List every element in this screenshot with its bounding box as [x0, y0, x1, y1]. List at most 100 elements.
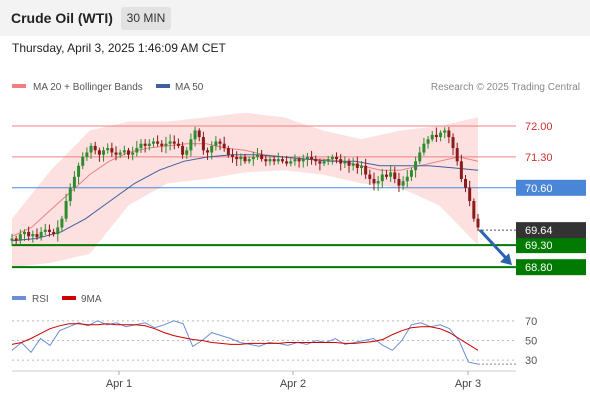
- ma50-legend-label: MA 50: [175, 82, 204, 93]
- candle-body: [97, 150, 101, 155]
- credit-text: Research © 2025 Trading Central: [431, 82, 580, 93]
- candle-body: [339, 159, 343, 164]
- candle-body: [172, 141, 176, 144]
- candle-body: [143, 143, 147, 146]
- candle-body: [197, 130, 201, 138]
- candle-body: [401, 181, 405, 186]
- candle-body: [389, 172, 393, 177]
- rsi-panel: 30 50 70: [11, 316, 537, 367]
- candle-body: [360, 165, 363, 168]
- candle-body: [409, 170, 413, 177]
- level-label-69.30: 69.30: [525, 240, 553, 252]
- candle-body: [156, 141, 160, 144]
- candle-body: [181, 145, 185, 155]
- candle-body: [35, 234, 39, 238]
- candle-body: [43, 229, 47, 232]
- x-tick-label: Apr 1: [106, 378, 132, 390]
- candle-body: [210, 145, 214, 153]
- candle-body: [235, 156, 239, 160]
- ma20-line: [11, 143, 479, 237]
- candle-body: [160, 143, 164, 146]
- candle-body: [185, 150, 189, 155]
- candle-body: [106, 148, 110, 151]
- candle-body: [139, 143, 143, 149]
- candle-body: [114, 152, 118, 155]
- last-price-badge: [516, 222, 586, 239]
- rsi-series-rsi: [11, 320, 479, 365]
- candle-body: [272, 159, 276, 162]
- candle-body: [168, 141, 172, 144]
- candle-body: [355, 163, 359, 168]
- candle-body: [122, 150, 126, 153]
- candle-body: [326, 159, 330, 162]
- candle-body: [189, 139, 193, 151]
- candle-body: [268, 159, 272, 162]
- candle-body: [384, 174, 388, 177]
- candle-body: [335, 156, 339, 160]
- candle-body: [247, 159, 251, 162]
- candle-body: [447, 130, 451, 138]
- x-tick-label: Apr 3: [455, 378, 481, 390]
- candle-body: [151, 141, 155, 144]
- candle-body: [176, 143, 180, 146]
- candles: [10, 126, 480, 246]
- last-price-label: 69.64: [525, 225, 553, 237]
- candle-body: [397, 178, 401, 186]
- chart-datetime: Thursday, April 3, 2025 1:46:09 AM CET: [12, 41, 226, 55]
- candle-body: [289, 161, 293, 164]
- candle-body: [451, 137, 455, 149]
- forecast-arrow: [478, 229, 512, 266]
- instrument-title: Crude Oil (WTI): [11, 10, 113, 26]
- rsi-legend-swatch: [12, 296, 26, 300]
- candle-body: [147, 143, 151, 146]
- ma20-legend-swatch: [12, 84, 26, 88]
- level-label-72.00: 72.00: [525, 121, 553, 133]
- candle-body: [314, 159, 318, 162]
- candle-body: [39, 231, 43, 238]
- candle-body: [93, 145, 97, 151]
- candle-body: [264, 159, 268, 162]
- forecast-arrow-head: [500, 253, 512, 266]
- price-level-labels: 72.00 71.30 70.60 69.30 68.80 69.64: [478, 121, 586, 276]
- candle-body: [77, 165, 81, 177]
- candle-body: [380, 174, 384, 182]
- candle-body: [330, 156, 334, 160]
- candle-body: [68, 187, 72, 202]
- candle-body: [293, 159, 297, 162]
- candle-body: [110, 148, 114, 153]
- candle-body: [297, 159, 301, 162]
- candle-body: [81, 156, 85, 166]
- candle-body: [239, 156, 243, 160]
- candle-body: [31, 234, 35, 237]
- candle-body: [64, 201, 68, 219]
- candle-body: [455, 148, 459, 162]
- candle-body: [405, 176, 409, 182]
- candle-body: [285, 161, 289, 164]
- candle-body: [343, 161, 347, 164]
- candle-body: [102, 150, 106, 155]
- candle-body: [27, 231, 31, 237]
- candle-body: [72, 176, 76, 188]
- candle-body: [418, 152, 422, 162]
- level-label-70.60: 70.60: [525, 183, 553, 195]
- rsi-tick-50: 50: [525, 336, 537, 348]
- bollinger-bands: [12, 112, 478, 268]
- price-levels: [12, 125, 516, 269]
- level-label-68.80: 68.80: [525, 262, 553, 274]
- candle-body: [318, 161, 322, 164]
- timeframe-button[interactable]: 30 MIN: [121, 7, 171, 30]
- candle-body: [14, 238, 18, 241]
- ma20-legend-label: MA 20 + Bollinger Bands: [33, 82, 143, 93]
- candle-body: [372, 178, 376, 184]
- candle-body: [214, 141, 218, 146]
- candle-body: [414, 161, 418, 171]
- candle-body: [135, 148, 139, 153]
- candle-body: [47, 229, 51, 232]
- level-label-71.30: 71.30: [525, 152, 553, 164]
- x-axis: Apr 1 Apr 2 Apr 3: [106, 371, 481, 390]
- candle-body: [218, 141, 222, 144]
- candle-body: [459, 161, 463, 179]
- candle-body: [430, 134, 434, 140]
- candle-body: [434, 134, 438, 138]
